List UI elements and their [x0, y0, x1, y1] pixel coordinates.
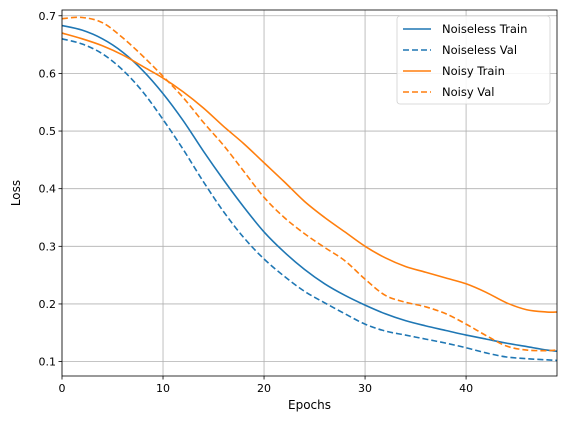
legend-label-noiseless-train: Noiseless Train [442, 22, 527, 36]
series-line-noisy-train [61, 32, 558, 313]
x-axis-label: Epochs [288, 398, 331, 412]
y-axis-ticks: 0.1 0.2 0.3 0.4 0.5 0.6 0.7 [39, 10, 62, 369]
x-axis-ticks: 0 10 20 30 40 [59, 376, 473, 395]
y-tick-label: 0.2 [39, 298, 57, 311]
x-tick-label: 40 [459, 382, 473, 395]
y-tick-label: 0.6 [39, 67, 57, 80]
x-tick-label: 30 [358, 382, 372, 395]
x-tick-label: 10 [156, 382, 170, 395]
x-tick-label: 0 [59, 382, 66, 395]
legend-label-noiseless-val: Noiseless Val [442, 43, 517, 57]
legend: Noiseless Train Noiseless Val Noisy Train N… [396, 15, 551, 105]
y-tick-label: 0.5 [39, 125, 57, 138]
legend-box [396, 15, 551, 105]
y-axis-label: Loss [9, 180, 23, 206]
series-line-noiseless-val [61, 38, 558, 362]
y-tick-label: 0.1 [39, 356, 57, 369]
series-lines [61, 16, 558, 362]
series-line-noisy-val [61, 16, 558, 352]
legend-label-noisy-train: Noisy Train [442, 64, 505, 78]
plot-frame [61, 9, 558, 377]
y-tick-label: 0.3 [39, 240, 57, 253]
legend-label-noisy-val: Noisy Val [442, 85, 495, 99]
series-line-noiseless-train [61, 24, 558, 353]
y-tick-label: 0.7 [39, 10, 57, 23]
x-tick-label: 20 [257, 382, 271, 395]
y-tick-label: 0.4 [39, 183, 57, 196]
